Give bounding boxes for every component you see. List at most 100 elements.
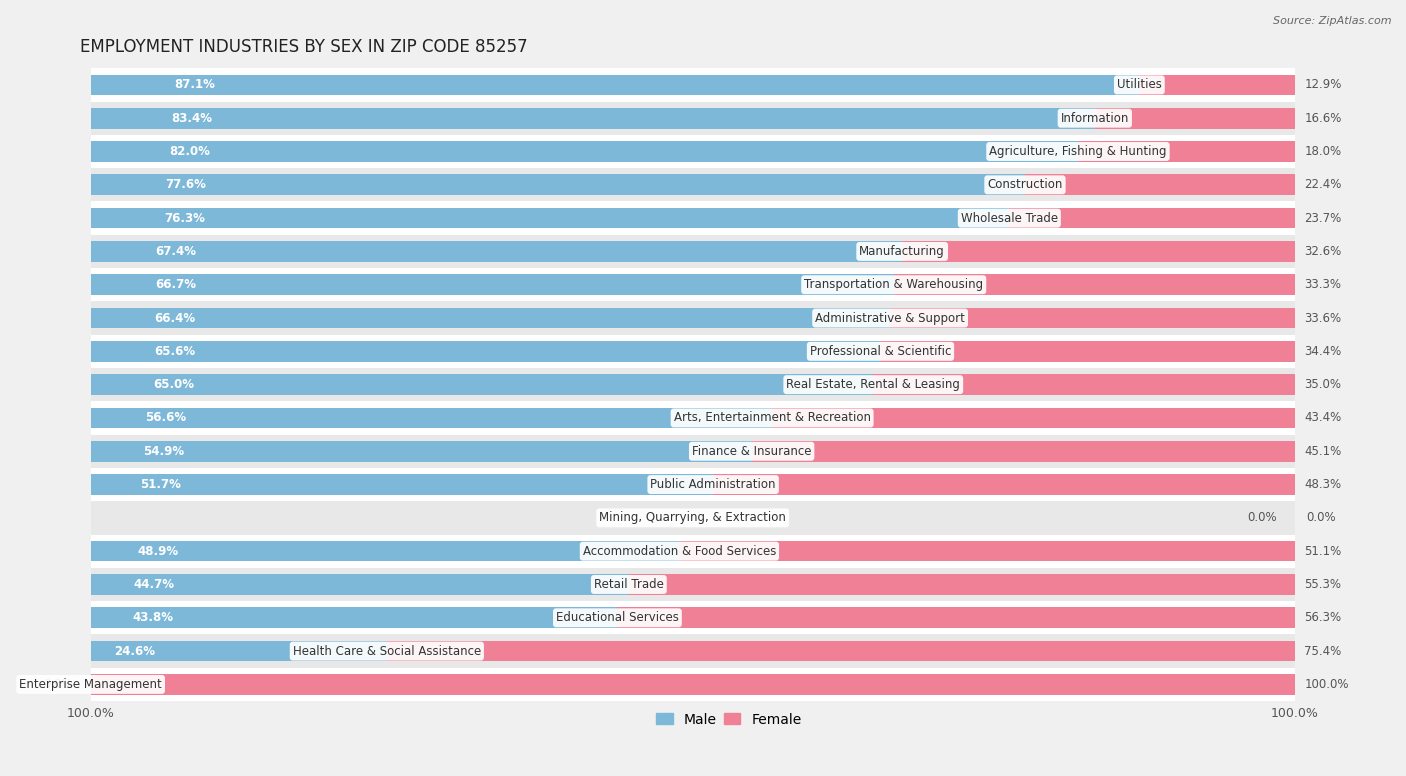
Text: 0.0%: 0.0% [1247, 511, 1277, 525]
Bar [90, 407, 772, 428]
Text: 100.0%: 100.0% [1305, 678, 1348, 691]
Text: Manufacturing: Manufacturing [859, 245, 945, 258]
Bar [90, 208, 1010, 228]
Bar [90, 202, 1295, 235]
Bar [628, 574, 1295, 595]
Text: Utilities: Utilities [1116, 78, 1161, 92]
Text: 82.0%: 82.0% [170, 145, 211, 158]
Text: Professional & Scientific: Professional & Scientific [810, 345, 952, 358]
Text: 18.0%: 18.0% [1305, 145, 1341, 158]
Text: Health Care & Social Assistance: Health Care & Social Assistance [292, 645, 481, 657]
Text: 77.6%: 77.6% [166, 178, 207, 192]
Text: 45.1%: 45.1% [1305, 445, 1341, 458]
Bar [617, 608, 1295, 628]
Bar [90, 108, 1095, 129]
Bar [890, 308, 1295, 328]
Text: 87.1%: 87.1% [174, 78, 215, 92]
Text: 16.6%: 16.6% [1305, 112, 1341, 125]
Bar [90, 275, 894, 295]
Text: Mining, Quarrying, & Extraction: Mining, Quarrying, & Extraction [599, 511, 786, 525]
Text: Finance & Insurance: Finance & Insurance [692, 445, 811, 458]
Bar [90, 341, 880, 362]
Bar [90, 308, 890, 328]
Bar [90, 468, 1295, 501]
Bar [90, 301, 1295, 334]
Text: 76.3%: 76.3% [165, 212, 205, 224]
Bar [90, 568, 1295, 601]
Text: 34.4%: 34.4% [1305, 345, 1341, 358]
Text: 83.4%: 83.4% [172, 112, 212, 125]
Bar [894, 275, 1295, 295]
Text: 44.7%: 44.7% [134, 578, 174, 591]
Bar [90, 368, 1295, 401]
Text: 33.3%: 33.3% [1305, 279, 1341, 291]
Text: 66.4%: 66.4% [155, 311, 195, 324]
Bar [90, 535, 1295, 568]
Bar [1010, 208, 1295, 228]
Bar [772, 407, 1295, 428]
Text: 33.6%: 33.6% [1305, 311, 1341, 324]
Text: 12.9%: 12.9% [1305, 78, 1341, 92]
Text: 56.6%: 56.6% [145, 411, 186, 424]
Bar [387, 641, 1295, 661]
Text: 0.0%: 0.0% [1306, 511, 1336, 525]
Bar [873, 374, 1295, 395]
Bar [90, 401, 1295, 435]
Bar [90, 667, 1295, 701]
Legend: Male, Female: Male, Female [651, 707, 807, 732]
Text: 48.9%: 48.9% [138, 545, 179, 558]
Bar [90, 168, 1295, 202]
Bar [90, 141, 1078, 162]
Text: Information: Information [1060, 112, 1129, 125]
Text: Transportation & Warehousing: Transportation & Warehousing [804, 279, 983, 291]
Bar [1139, 74, 1295, 95]
Text: Administrative & Support: Administrative & Support [815, 311, 965, 324]
Text: Agriculture, Fishing & Hunting: Agriculture, Fishing & Hunting [990, 145, 1167, 158]
Text: 43.4%: 43.4% [1305, 411, 1341, 424]
Bar [1078, 141, 1295, 162]
Bar [90, 474, 713, 495]
Text: EMPLOYMENT INDUSTRIES BY SEX IN ZIP CODE 85257: EMPLOYMENT INDUSTRIES BY SEX IN ZIP CODE… [80, 37, 527, 56]
Text: 51.1%: 51.1% [1305, 545, 1341, 558]
Bar [1025, 175, 1295, 195]
Bar [90, 74, 1139, 95]
Text: 35.0%: 35.0% [1305, 378, 1341, 391]
Text: 54.9%: 54.9% [143, 445, 184, 458]
Bar [90, 102, 1295, 135]
Text: Wholesale Trade: Wholesale Trade [960, 212, 1057, 224]
Text: Construction: Construction [987, 178, 1063, 192]
Bar [90, 68, 1295, 102]
Text: 23.7%: 23.7% [1305, 212, 1341, 224]
Text: 75.4%: 75.4% [1305, 645, 1341, 657]
Bar [90, 241, 903, 262]
Bar [713, 474, 1295, 495]
Bar [90, 641, 387, 661]
Text: 48.3%: 48.3% [1305, 478, 1341, 491]
Bar [679, 541, 1295, 562]
Text: Public Administration: Public Administration [651, 478, 776, 491]
Text: 0.0%: 0.0% [44, 678, 73, 691]
Bar [90, 674, 1295, 695]
Bar [90, 574, 628, 595]
Bar [90, 601, 1295, 635]
Text: 32.6%: 32.6% [1305, 245, 1341, 258]
Text: Arts, Entertainment & Recreation: Arts, Entertainment & Recreation [673, 411, 870, 424]
Bar [90, 235, 1295, 268]
Text: 43.8%: 43.8% [132, 611, 174, 624]
Text: 51.7%: 51.7% [141, 478, 181, 491]
Text: 65.6%: 65.6% [153, 345, 195, 358]
Text: Enterprise Management: Enterprise Management [20, 678, 162, 691]
Bar [752, 441, 1295, 462]
Bar [90, 501, 1295, 535]
Text: Retail Trade: Retail Trade [593, 578, 664, 591]
Text: 24.6%: 24.6% [114, 645, 155, 657]
Text: 56.3%: 56.3% [1305, 611, 1341, 624]
Text: 22.4%: 22.4% [1305, 178, 1341, 192]
Bar [90, 268, 1295, 301]
Text: Real Estate, Rental & Leasing: Real Estate, Rental & Leasing [786, 378, 960, 391]
Bar [90, 374, 873, 395]
Text: Accommodation & Food Services: Accommodation & Food Services [582, 545, 776, 558]
Bar [90, 435, 1295, 468]
Text: Source: ZipAtlas.com: Source: ZipAtlas.com [1274, 16, 1392, 26]
Bar [880, 341, 1295, 362]
